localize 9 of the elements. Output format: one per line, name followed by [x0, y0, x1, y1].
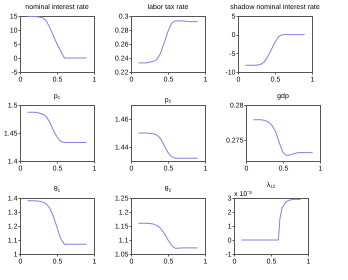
line-series	[244, 34, 306, 66]
line-series	[138, 132, 198, 159]
line-series	[26, 16, 88, 58]
line-series	[26, 200, 88, 245]
line-series	[138, 20, 198, 64]
line-series	[240, 198, 302, 240]
line-series	[138, 222, 198, 249]
line-series	[26, 112, 88, 144]
line-series	[252, 119, 314, 156]
